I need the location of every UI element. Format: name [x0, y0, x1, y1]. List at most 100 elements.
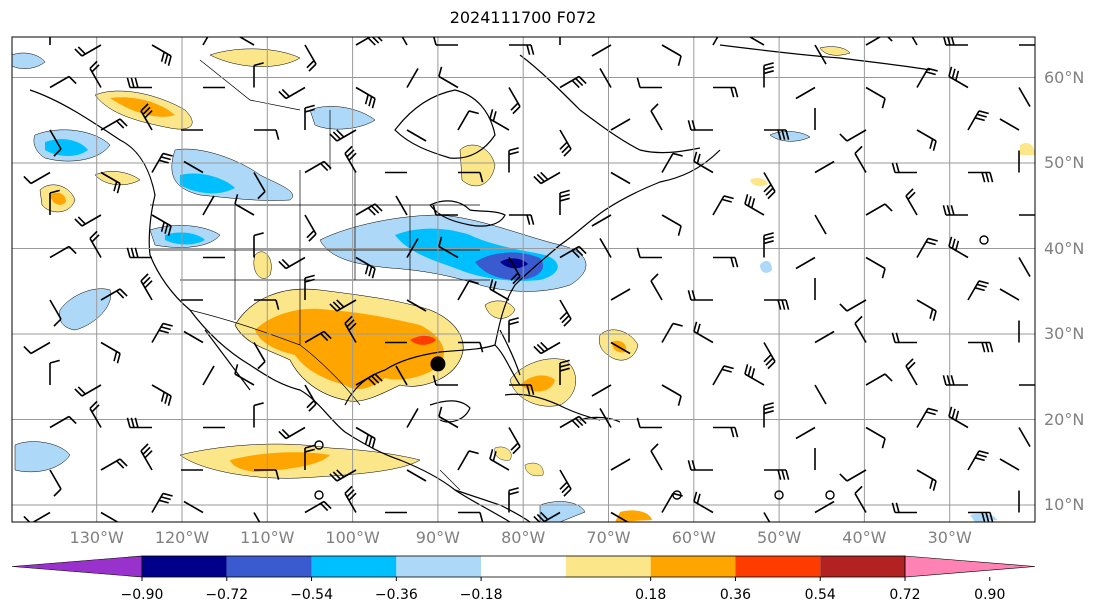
- wind-barb: [916, 299, 937, 321]
- wind-barb: [89, 400, 102, 428]
- wind-barb: [916, 407, 938, 428]
- wind-barb: [763, 512, 771, 522]
- colorbar-tick: −0.72: [205, 587, 249, 603]
- wind-barb: [763, 402, 774, 428]
- wind-barb: [948, 66, 969, 89]
- baja: [204, 329, 251, 391]
- colorbar-outline: [141, 555, 906, 578]
- wind-barb: [433, 37, 458, 46]
- wind-barb: [151, 492, 173, 513]
- wind-barb: [74, 384, 102, 397]
- wind-barb: [355, 37, 383, 46]
- latitude-label: 10°N: [1044, 495, 1085, 514]
- wind-barb: [489, 449, 510, 471]
- wind-barb: [406, 299, 427, 312]
- wind-barb: [891, 502, 917, 514]
- wind-barb: [610, 118, 631, 131]
- wind-barb: [712, 37, 719, 46]
- wind-barb: [764, 129, 790, 140]
- wind-barb: [508, 427, 521, 455]
- latitude-label: 40°N: [1044, 238, 1085, 258]
- wind-barb: [438, 66, 459, 89]
- wind-barb: [458, 171, 484, 183]
- labrador: [519, 54, 701, 154]
- wind-barb: [406, 469, 427, 482]
- wind-barb: [968, 511, 994, 522]
- latitude-label: 30°N: [1044, 324, 1085, 343]
- wind-barb: [744, 364, 765, 386]
- colorbar: [11, 555, 1036, 581]
- wind-barb: [49, 37, 51, 45]
- wind-barb: [254, 469, 280, 480]
- wind-barb: [406, 408, 419, 428]
- wind-barb: [713, 86, 739, 98]
- wind-barb: [355, 203, 383, 216]
- wind-barb: [140, 103, 153, 131]
- wind-barb: [661, 492, 683, 513]
- wind-barb: [508, 317, 519, 343]
- wind-barb: [49, 469, 62, 497]
- wind-barb: [591, 44, 612, 57]
- wind-barb: [238, 37, 255, 46]
- wind-barb: [911, 37, 918, 46]
- wind-barb: [49, 245, 77, 259]
- colorbar-tick: 0.72: [889, 587, 921, 603]
- wind-barbs: [23, 37, 1035, 522]
- wind-barb: [795, 256, 816, 270]
- wind-barb: [355, 373, 383, 386]
- longitude-label: 50°W: [757, 528, 802, 547]
- wind-barb: [795, 426, 816, 440]
- longitude-label: 100°W: [325, 528, 380, 547]
- colorbar-tick: −0.54: [290, 587, 333, 603]
- wind-barb: [916, 469, 937, 491]
- wind-barb: [151, 384, 172, 406]
- wind-barb: [344, 145, 357, 173]
- wind-barb: [329, 129, 357, 142]
- wind-barb: [329, 299, 357, 312]
- wind-barb: [253, 62, 264, 88]
- wind-barb: [865, 373, 893, 386]
- wind-barb: [508, 87, 521, 115]
- wind-barb: [650, 103, 663, 131]
- colorbar-segment: [311, 556, 397, 577]
- wind-barb: [814, 160, 835, 174]
- latitude-label: 50°N: [1044, 153, 1085, 172]
- wind-barb: [253, 402, 264, 428]
- wind-barb: [865, 256, 886, 279]
- wind-barb: [865, 37, 893, 46]
- wind-barb: [126, 77, 152, 89]
- wind-barb: [999, 458, 1020, 471]
- wind-barb: [661, 384, 682, 406]
- great-lakes: [429, 200, 506, 227]
- wind-barb: [636, 247, 662, 259]
- wind-barb: [202, 37, 209, 46]
- wind-barb: [329, 469, 357, 482]
- wind-barb: [891, 332, 917, 344]
- wind-barb: [713, 426, 739, 438]
- wind-barb: [49, 359, 60, 385]
- wind-barb: [253, 342, 266, 370]
- colorbar-tick: −0.90: [120, 587, 164, 603]
- wind-barb: [712, 365, 734, 386]
- wind-barb: [355, 256, 376, 279]
- map-title: 2024111700 F072: [449, 8, 597, 27]
- wind-barb: [905, 358, 918, 386]
- longitude-label: 70°W: [586, 528, 631, 547]
- wind-barb: [693, 151, 714, 174]
- wind-barb: [457, 110, 479, 131]
- wind-barb: [457, 280, 479, 301]
- wind-barb: [764, 469, 790, 480]
- wind-barb: [905, 188, 918, 216]
- wind-barb: [234, 364, 255, 386]
- wind-barb: [234, 194, 255, 216]
- wind-barb: [395, 195, 408, 216]
- wind-barb: [254, 129, 280, 140]
- colorbar-extend-high: [904, 555, 1036, 578]
- wind-barb: [839, 469, 867, 482]
- longitude-label: 90°W: [415, 528, 460, 547]
- anomaly-shading: [12, 46, 1035, 522]
- wind-barb: [253, 512, 261, 522]
- wind-barb: [865, 426, 886, 449]
- wind-barb: [344, 485, 357, 513]
- colorbar-tick: 0.54: [804, 587, 836, 603]
